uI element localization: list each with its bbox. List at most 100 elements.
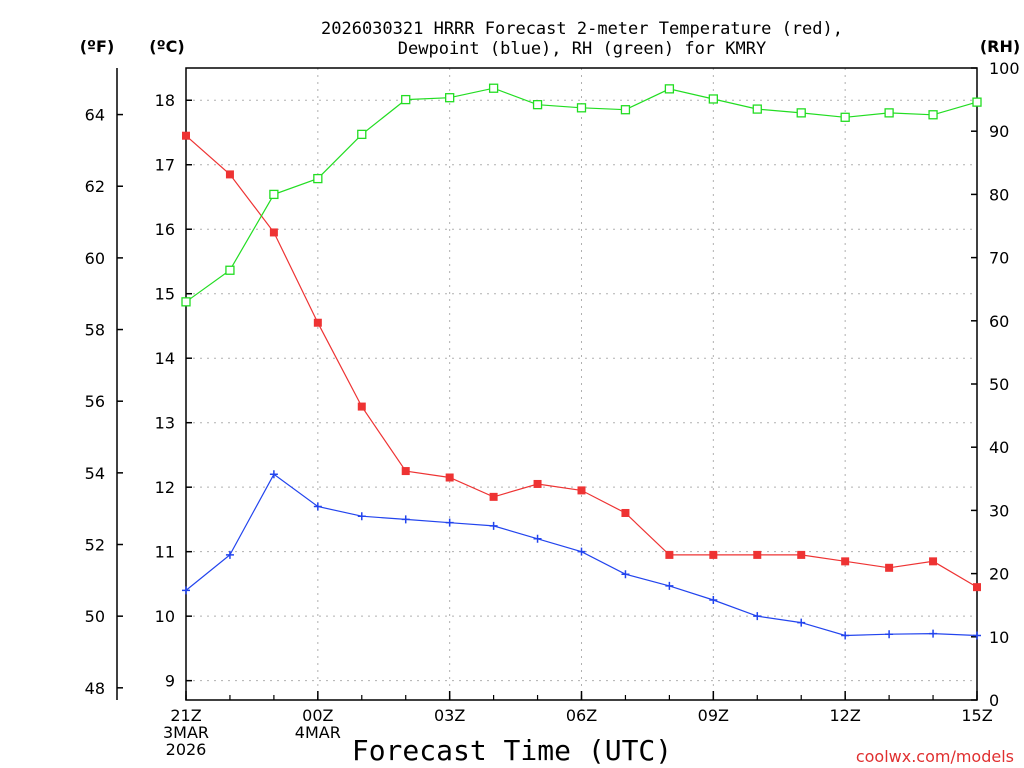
dewpoint-point: [182, 586, 190, 595]
chart-title-line1: 2026030321 HRRR Forecast 2-meter Tempera…: [321, 19, 843, 39]
temperature-point: [753, 550, 762, 559]
celsius-tick-label: 12: [155, 478, 175, 497]
rh-tick-label: 90: [989, 122, 1009, 141]
fahrenheit-tick-label: 50: [85, 607, 105, 626]
rh-point: [181, 297, 191, 307]
x-tick-label: 12Z: [830, 706, 861, 725]
x-tick-label: 00Z: [302, 706, 333, 725]
dewpoint-point: [841, 631, 850, 640]
temperature-point: [445, 473, 454, 482]
rh-point: [576, 103, 587, 113]
x-tick-label: 3MAR: [163, 723, 209, 742]
rh-point: [708, 94, 718, 104]
dewpoint-point: [489, 521, 498, 530]
temperature-point: [313, 318, 322, 327]
celsius-tick-label: 10: [155, 607, 175, 626]
temperature-point: [269, 228, 278, 237]
rh-tick-label: 30: [989, 501, 1009, 520]
rh-point: [884, 108, 894, 118]
temperature-point: [225, 170, 234, 179]
dewpoint-point: [753, 612, 762, 621]
rh-tick-label: 80: [989, 185, 1009, 204]
temperature-point: [885, 563, 894, 572]
dewpoint-point: [313, 502, 322, 511]
x-tick-label: 21Z: [170, 706, 201, 725]
x-tick-label: 4MAR: [295, 723, 341, 742]
x-tick-label: 2026: [166, 740, 207, 759]
rh-point: [840, 112, 850, 122]
celsius-unit-label: (ºC): [149, 37, 184, 56]
dewpoint-point: [665, 581, 674, 590]
temperature-point: [357, 402, 366, 411]
celsius-tick-label: 15: [155, 285, 175, 304]
rh-point: [752, 104, 762, 114]
temperature-point: [709, 550, 718, 559]
temperature-point: [182, 131, 190, 140]
celsius-tick-label: 9: [165, 672, 175, 691]
dewpoint-point: [621, 570, 630, 579]
dewpoint-point: [577, 547, 586, 556]
x-tick-label: 03Z: [434, 706, 465, 725]
temperature-point: [577, 486, 586, 495]
rh-tick-label: 40: [989, 438, 1009, 457]
rh-point: [357, 129, 367, 140]
temperature-point: [401, 467, 410, 476]
rh-tick-label: 100: [989, 59, 1020, 78]
rh-point: [313, 173, 323, 184]
temperature-point: [841, 557, 850, 566]
rh-point: [796, 108, 806, 118]
rh-point: [401, 94, 411, 105]
rh-point: [269, 189, 279, 200]
dewpoint-point: [973, 631, 981, 640]
dewpoint-point: [225, 550, 234, 559]
rh-tick-label: 10: [989, 628, 1009, 647]
celsius-tick-label: 11: [155, 543, 175, 562]
dewpoint-point: [709, 596, 718, 605]
celsius-tick-label: 16: [155, 220, 175, 239]
temperature-point: [665, 550, 674, 559]
x-tick-label: 15Z: [961, 706, 992, 725]
temperature-point: [797, 550, 806, 559]
temperature-point: [489, 492, 498, 501]
dewpoint-point: [445, 518, 454, 527]
celsius-tick-label: 18: [155, 91, 175, 110]
rh-point: [445, 93, 455, 103]
rh-point: [225, 265, 235, 275]
fahrenheit-tick-label: 64: [85, 106, 105, 125]
fahrenheit-tick-label: 54: [85, 464, 105, 483]
temperature-point: [533, 479, 542, 488]
celsius-tick-label: 13: [155, 414, 175, 433]
rh-point: [620, 105, 631, 115]
rh-tick-label: 60: [989, 312, 1009, 331]
x-axis-title: Forecast Time (UTC): [352, 734, 672, 767]
dewpoint-point: [269, 470, 278, 479]
chart-title-line2: Dewpoint (blue), RH (green) for KMRY: [398, 39, 766, 59]
dewpoint-point: [885, 630, 894, 639]
celsius-tick-label: 17: [155, 156, 175, 175]
temperature-point: [929, 557, 938, 566]
rh-unit-label: (RH): [980, 37, 1020, 56]
fahrenheit-tick-label: 62: [85, 177, 105, 196]
data-series: [181, 83, 982, 640]
rh-tick-label: 20: [989, 565, 1009, 584]
credit-link[interactable]: coolwx.com/models: [856, 747, 1014, 766]
fahrenheit-tick-label: 48: [85, 679, 105, 698]
gridlines: [186, 68, 977, 700]
x-tick-label: 06Z: [566, 706, 597, 725]
rh-point: [532, 100, 543, 110]
rh-tick-label: 50: [989, 375, 1009, 394]
rh-point: [972, 97, 982, 107]
fahrenheit-tick-label: 56: [85, 392, 105, 411]
rh-point: [488, 83, 499, 93]
fahrenheit-tick-label: 58: [85, 321, 105, 340]
dewpoint-point: [357, 512, 366, 521]
dewpoint-point: [533, 534, 542, 543]
dewpoint-point: [929, 629, 938, 638]
rh-point: [664, 84, 675, 94]
temperature-point: [973, 583, 981, 592]
temperature-line: [185, 135, 978, 588]
celsius-tick-label: 14: [155, 349, 175, 368]
rh-tick-label: 0: [989, 691, 999, 710]
rh-point: [928, 110, 938, 120]
